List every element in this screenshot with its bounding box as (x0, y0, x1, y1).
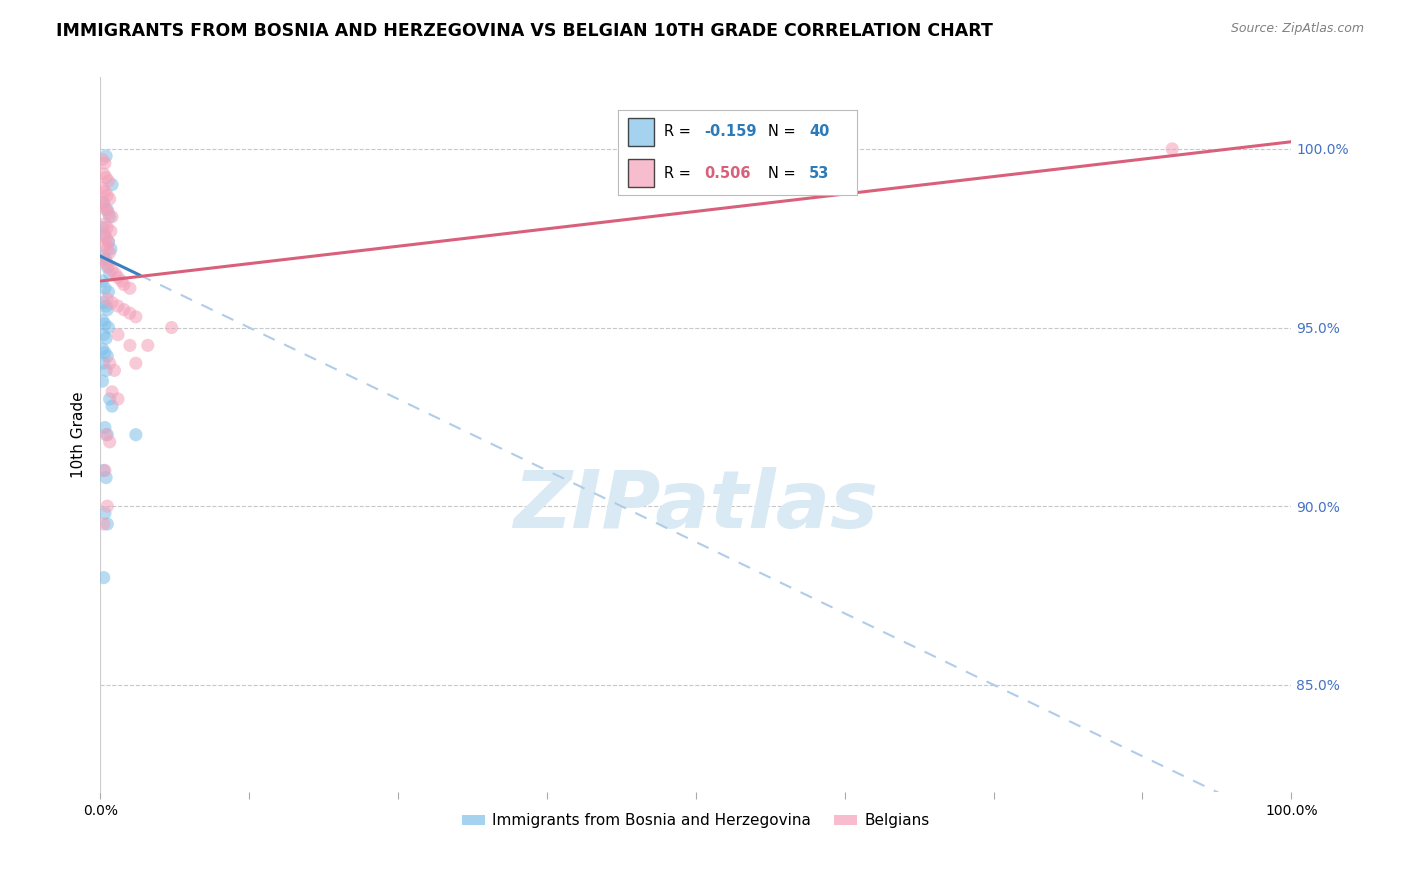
Point (107, 392, 129, 406)
Point (94, 427, 117, 442)
Y-axis label: 10th Grade: 10th Grade (72, 392, 86, 478)
Point (94, 363, 117, 377)
Point (107, 299, 129, 313)
Point (93, 356, 115, 370)
Point (160, 320, 183, 334)
Point (96, 516, 118, 531)
Point (93, 571, 115, 585)
Point (118, 281, 141, 295)
Point (94, 217, 117, 231)
Point (94, 170, 117, 185)
Point (94, 281, 117, 295)
Point (97, 285, 120, 299)
Point (94, 256, 117, 270)
Point (136, 338, 159, 352)
Point (94, 185, 117, 199)
Point (94, 252, 117, 267)
Point (96, 188, 118, 202)
Point (93, 227, 115, 242)
Point (93, 327, 115, 342)
Point (98, 267, 121, 281)
Point (93, 199, 115, 213)
Point (98, 192, 121, 206)
Point (103, 363, 125, 377)
Point (93, 252, 115, 267)
Point (94, 331, 117, 345)
Point (97, 235, 120, 249)
Point (93, 516, 115, 531)
Point (112, 277, 135, 292)
Point (91, 374, 114, 388)
Point (91, 220, 114, 235)
Point (94, 506, 117, 520)
Point (96, 302, 118, 317)
Point (94, 156, 117, 170)
Point (96, 242, 118, 256)
Point (125, 356, 148, 370)
Point (94, 227, 117, 242)
Point (96, 220, 118, 235)
Legend: Immigrants from Bosnia and Herzegovina, Belgians: Immigrants from Bosnia and Herzegovina, … (456, 807, 936, 834)
Point (118, 306, 141, 320)
Point (107, 327, 129, 342)
Point (94, 420, 117, 434)
Point (125, 427, 148, 442)
Point (101, 384, 124, 399)
Point (101, 399, 124, 413)
Point (94, 202, 117, 217)
Point (94, 470, 117, 484)
Point (97, 174, 120, 188)
Point (96, 292, 118, 306)
Point (98, 245, 121, 260)
Text: Source: ZipAtlas.com: Source: ZipAtlas.com (1230, 22, 1364, 36)
Point (97, 260, 120, 274)
Point (98, 434, 121, 449)
Point (107, 270, 129, 285)
Point (94, 231, 117, 245)
Point (125, 310, 148, 324)
Point (97, 320, 120, 334)
Point (101, 263, 124, 277)
Point (104, 267, 127, 281)
Point (93, 195, 115, 210)
Point (91, 313, 114, 327)
Point (93, 463, 115, 477)
Point (94, 317, 117, 331)
Point (93, 249, 115, 263)
Point (100, 242, 122, 256)
Point (91, 274, 114, 288)
Point (91, 181, 114, 195)
Point (1161, 142, 1184, 156)
Point (101, 210, 124, 224)
Point (94, 463, 117, 477)
Point (112, 302, 135, 317)
Point (94, 238, 117, 252)
Text: IMMIGRANTS FROM BOSNIA AND HERZEGOVINA VS BELGIAN 10TH GRADE CORRELATION CHART: IMMIGRANTS FROM BOSNIA AND HERZEGOVINA V… (56, 22, 993, 40)
Point (101, 178, 124, 192)
Point (96, 349, 118, 363)
Point (97, 206, 120, 220)
Point (101, 295, 124, 310)
Text: ZIPatlas: ZIPatlas (513, 467, 879, 545)
Point (96, 260, 118, 274)
Point (96, 427, 118, 442)
Point (91, 342, 114, 356)
Point (94, 345, 117, 359)
Point (96, 202, 118, 217)
Point (91, 195, 114, 210)
Point (97, 235, 120, 249)
Point (91, 153, 114, 167)
Point (118, 338, 141, 352)
Point (96, 499, 118, 513)
Point (98, 356, 121, 370)
Point (94, 299, 117, 313)
Point (98, 392, 121, 406)
Point (93, 167, 115, 181)
Point (93, 295, 115, 310)
Point (110, 274, 132, 288)
Point (100, 224, 122, 238)
Point (94, 149, 117, 163)
Point (98, 210, 121, 224)
